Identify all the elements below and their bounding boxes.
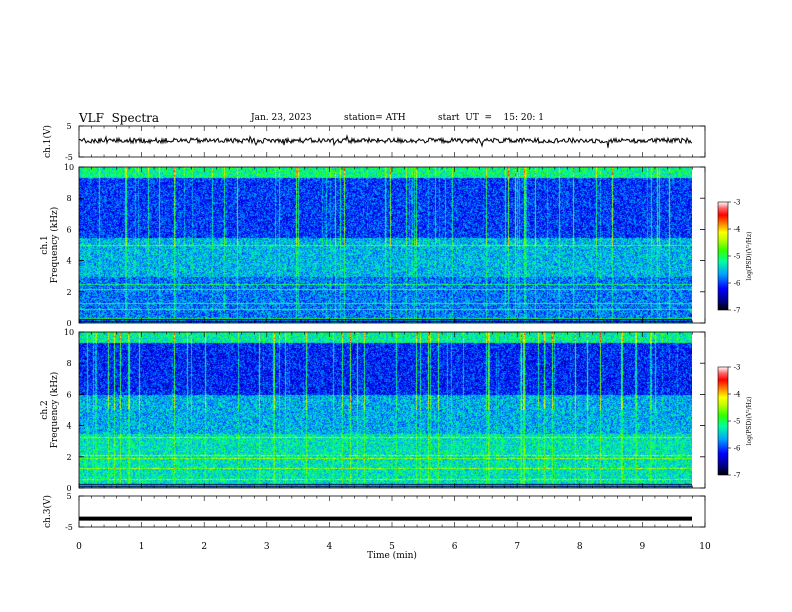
start-time-label: start UT = 15: 20: 1	[438, 113, 544, 123]
y-tick-label-ch1-spectrogram: 4	[66, 257, 71, 266]
x-tick-label: 9	[640, 542, 646, 552]
y-tick-label-ch1-spectrogram: 8	[66, 194, 71, 203]
colorbar-tick-label: -6	[734, 445, 741, 453]
colorbar-tick-label: -7	[734, 307, 741, 315]
colorbar-ch1-spectrogram	[717, 201, 729, 311]
colorbar-label: log(PSD)(V²/Hz)	[746, 397, 753, 446]
date-label: Jan. 23, 2023	[251, 113, 312, 123]
y-axis-label-channel-ch1-spectrogram: ch.1	[40, 235, 50, 254]
colorbar-label: log(PSD)(V²/Hz)	[746, 232, 753, 281]
y-tick-label-ch1-spectrogram: 6	[66, 225, 71, 234]
spectrogram-image-1	[79, 167, 692, 323]
y-tick-label-ch1-waveform: -5	[65, 153, 73, 162]
y-tick-label-ch1-spectrogram: 0	[66, 319, 71, 328]
y-tick-label-ch1-spectrogram: 2	[66, 288, 71, 297]
y-tick-label-ch1-waveform: 5	[66, 122, 71, 131]
colorbar-tick-label: -4	[734, 391, 741, 399]
x-tick-label: 1	[139, 542, 145, 552]
spectrogram-image-2	[79, 332, 692, 488]
colorbar-tick-label: -5	[734, 418, 741, 426]
x-tick-label: 7	[514, 542, 520, 552]
colorbar-tick-label: -3	[734, 199, 741, 207]
chart-title: VLF Spectra	[79, 111, 160, 125]
colorbar-tick-label: -4	[734, 226, 741, 234]
colorbar-tick-label: -6	[734, 280, 741, 288]
x-tick-label: 3	[264, 542, 270, 552]
x-tick-label: 8	[577, 542, 583, 552]
x-tick-label: 5	[389, 542, 395, 552]
y-tick-label-ch3-waveform: 5	[66, 492, 71, 501]
y-tick-label-ch2-spectrogram: 8	[66, 359, 71, 368]
y-tick-label-ch2-spectrogram: 10	[64, 328, 74, 337]
y-axis-label-frequency-ch1-spectrogram: Frequency (kHz)	[49, 207, 60, 284]
trace-ch1-waveform	[78, 134, 693, 148]
y-tick-label-ch2-spectrogram: 2	[66, 453, 71, 462]
colorbar-tick-label: -5	[734, 253, 741, 261]
x-tick-label: 2	[201, 542, 207, 552]
x-tick-label: 6	[452, 542, 458, 552]
x-axis-title: Time (min)	[367, 550, 417, 561]
colorbar-tick-label: -3	[734, 364, 741, 372]
colorbar-ch2-spectrogram	[717, 366, 729, 476]
y-axis-label-channel-ch2-spectrogram: ch.2	[40, 400, 50, 419]
x-tick-label: 10	[699, 542, 711, 552]
colorbar-tick-label: -7	[734, 472, 741, 480]
y-axis-label-ch3-waveform: ch.3(V)	[42, 495, 53, 528]
y-tick-label-ch2-spectrogram: 0	[66, 484, 71, 493]
y-tick-label-ch2-spectrogram: 6	[66, 390, 71, 399]
y-tick-label-ch1-spectrogram: 10	[64, 163, 74, 172]
y-axis-label-frequency-ch2-spectrogram: Frequency (kHz)	[49, 372, 60, 449]
y-tick-label-ch2-spectrogram: 4	[66, 422, 71, 431]
y-axis-label-ch1-waveform: ch.1(V)	[42, 125, 53, 158]
x-tick-label: 0	[76, 542, 82, 552]
station-label: station= ATH	[344, 113, 406, 123]
y-tick-label-ch3-waveform: -5	[65, 523, 73, 532]
x-tick-label: 4	[327, 542, 333, 552]
